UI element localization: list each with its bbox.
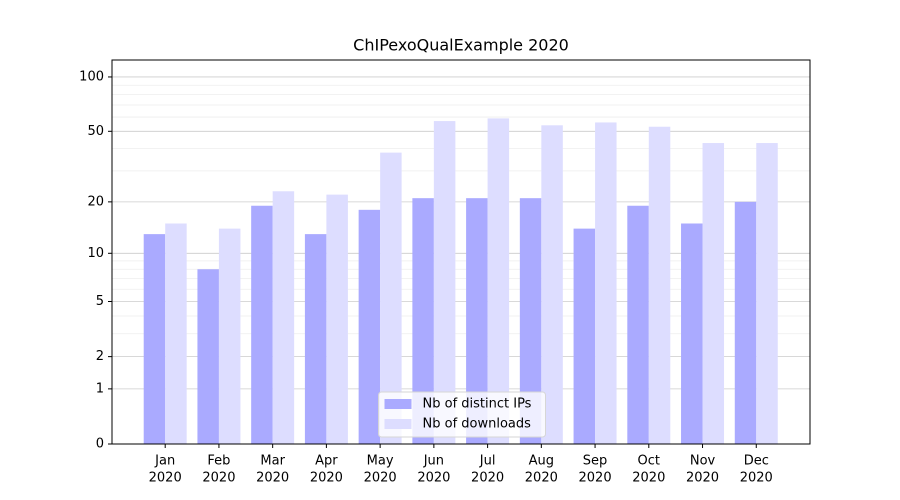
bar <box>143 234 166 444</box>
x-tick-year: 2020 <box>202 471 235 486</box>
bar <box>702 143 725 444</box>
x-tick-label: Dec <box>744 454 769 469</box>
x-tick-year: 2020 <box>364 471 397 486</box>
bar <box>681 223 703 444</box>
bar <box>412 198 434 444</box>
x-tick-year: 2020 <box>256 471 289 486</box>
x-tick-year: 2020 <box>632 471 665 486</box>
x-tick-label: Aug <box>529 454 554 469</box>
x-tick-year: 2020 <box>471 471 504 486</box>
y-tick-label: 2 <box>96 349 104 364</box>
y-tick-label: 1 <box>96 381 104 396</box>
bar <box>165 223 187 444</box>
bar <box>197 269 219 444</box>
y-tick-label: 50 <box>87 124 104 139</box>
y-tick-label: 100 <box>79 69 104 84</box>
plot-frame <box>111 59 811 445</box>
y-tick-label: 20 <box>87 194 104 209</box>
legend-swatch <box>384 419 412 429</box>
x-tick-year: 2020 <box>310 471 343 486</box>
legend-swatch <box>384 399 412 409</box>
x-tick-label: Oct <box>638 454 660 469</box>
bar <box>466 198 488 444</box>
legend: Nb of distinct IPs Nb of downloads <box>378 391 546 438</box>
x-tick-label: Nov <box>690 454 716 469</box>
x-tick-year: 2020 <box>579 471 612 486</box>
bar <box>756 143 778 444</box>
bar <box>734 201 757 444</box>
bar <box>487 118 510 445</box>
legend-label: Nb of distinct IPs <box>423 397 532 412</box>
bar <box>218 228 241 444</box>
x-tick-label: Feb <box>207 454 230 469</box>
bar <box>648 126 671 444</box>
y-tick-label: 5 <box>96 294 104 309</box>
bar <box>627 205 649 444</box>
x-tick-year: 2020 <box>149 471 182 486</box>
bar <box>595 122 617 444</box>
x-tick-year: 2020 <box>686 471 719 486</box>
bar <box>251 205 273 444</box>
x-tick-year: 2020 <box>525 471 558 486</box>
x-tick-label: Mar <box>260 454 285 469</box>
x-tick-label: Jul <box>479 454 496 469</box>
bar <box>519 198 542 444</box>
x-tick-label: May <box>367 454 394 469</box>
bar <box>304 234 327 444</box>
bar <box>326 194 348 444</box>
x-tick-label: Jun <box>423 454 444 469</box>
x-tick-year: 2020 <box>417 471 450 486</box>
bar <box>272 191 295 444</box>
chart-title: ChIPexoQualExample 2020 <box>353 36 569 55</box>
legend-label: Nb of downloads <box>423 417 532 432</box>
x-tick-year: 2020 <box>740 471 773 486</box>
bar <box>358 209 381 444</box>
y-tick-label: 0 <box>96 437 104 452</box>
x-tick-label: Jan <box>154 454 175 469</box>
bar <box>380 152 402 445</box>
x-tick-label: Apr <box>315 454 338 469</box>
x-tick-label: Sep <box>583 454 608 469</box>
bar <box>433 121 456 444</box>
legend-box <box>378 391 546 438</box>
bar <box>573 228 596 444</box>
bar <box>541 125 563 444</box>
y-tick-label: 10 <box>87 246 104 261</box>
